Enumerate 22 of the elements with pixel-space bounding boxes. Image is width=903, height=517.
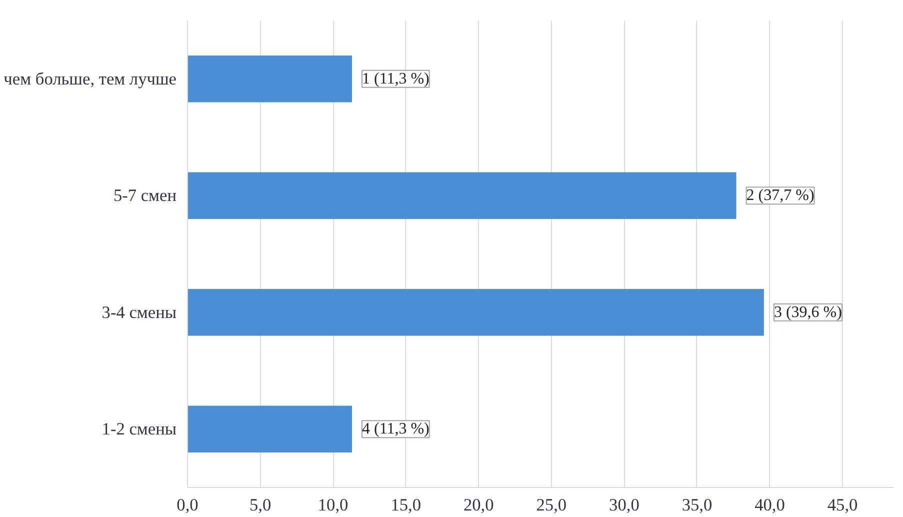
bar <box>188 289 764 336</box>
y-tick-label: чем больше, тем лучше <box>4 69 177 88</box>
y-tick-label: 1-2 смены <box>102 420 177 439</box>
y-tick-label: 3-4 смены <box>102 302 177 322</box>
data-label: 3 (39,6 %) <box>774 304 842 321</box>
x-tick-label: 5,0 <box>249 496 272 514</box>
x-tick-label: 45,0 <box>827 496 858 514</box>
bar <box>188 172 736 219</box>
data-label: 1 (11,3 %) <box>362 70 430 88</box>
y-tick-label: 5-7 смен <box>113 186 177 206</box>
x-tick-label: 30,0 <box>609 496 640 514</box>
x-tick-label: 15,0 <box>390 496 422 514</box>
x-tick-label: 25,0 <box>536 496 567 514</box>
data-label: 2 (37,7 %) <box>746 187 814 204</box>
bar <box>188 56 352 102</box>
data-label: 4 (11,3 %) <box>362 420 430 438</box>
x-tick-label: 35,0 <box>682 496 712 514</box>
x-tick-label: 10,0 <box>318 496 348 514</box>
x-tick-label: 40,0 <box>754 496 785 514</box>
x-tick-label: 0,0 <box>176 496 198 514</box>
x-tick-label: 20,0 <box>463 496 494 514</box>
bar <box>188 406 352 452</box>
